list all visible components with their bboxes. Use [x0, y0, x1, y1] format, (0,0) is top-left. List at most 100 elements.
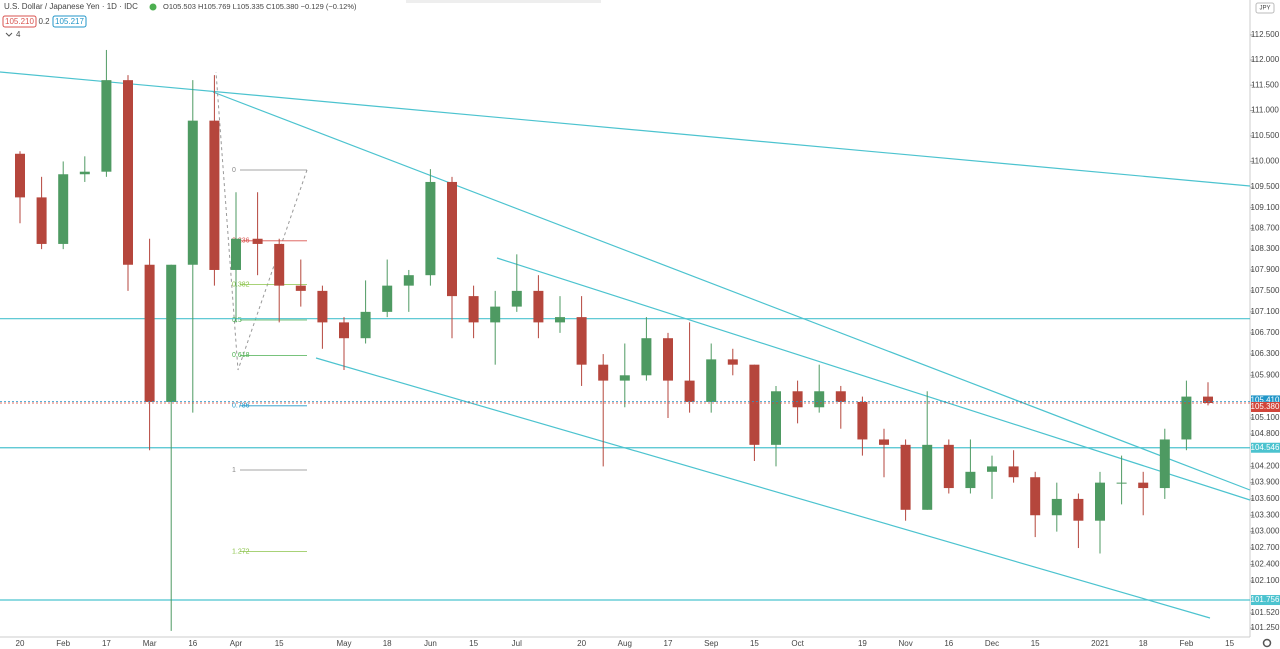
candle-body [727, 359, 738, 365]
x-tick-label: Mar [143, 639, 157, 648]
candle-body [252, 238, 263, 244]
candle-body [771, 391, 781, 445]
y-tick-label: 107.500 [1251, 286, 1280, 295]
x-tick-label: May [336, 639, 351, 648]
x-tick-label: 20 [577, 639, 586, 648]
candle-body [490, 306, 501, 323]
sell-box[interactable] [2, 15, 37, 28]
y-tick-label: 110.500 [1251, 131, 1280, 140]
candle-body [684, 380, 695, 402]
candle-body [619, 375, 630, 381]
x-tick-label: 20 [16, 639, 25, 648]
candle-body [123, 80, 133, 265]
y-tick-label: 104.800 [1251, 429, 1280, 438]
y-tick-label: 108.700 [1251, 223, 1280, 232]
candle-body [706, 359, 717, 402]
candle-body [274, 243, 285, 286]
candle-body [987, 466, 997, 472]
candle-body [1181, 396, 1192, 440]
candle-body [1073, 498, 1084, 521]
y-tick-label: 102.700 [1251, 543, 1280, 552]
x-tick-label: 15 [1225, 639, 1234, 648]
x-tick-label: 15 [1031, 639, 1040, 648]
y-tick-label: 105.900 [1251, 370, 1280, 379]
y-tick-label: 107.900 [1251, 265, 1280, 274]
candle-body [317, 290, 328, 323]
y-tick-label: 104.200 [1251, 462, 1280, 471]
y-tick-label: 110.000 [1251, 157, 1280, 166]
x-tick-label: 18 [1139, 639, 1148, 648]
y-tick-label: 101.250 [1251, 623, 1280, 632]
x-tick-label: Oct [791, 639, 804, 648]
buy-box[interactable] [52, 15, 87, 28]
candle-body [641, 338, 652, 376]
candle-body [1051, 498, 1062, 516]
price-label: 105.410 [1251, 396, 1280, 405]
currency: JPY [1259, 6, 1270, 12]
fib-label: 1.272 [232, 548, 250, 555]
candle-body [187, 120, 198, 265]
candle-body [36, 197, 47, 244]
y-tick-label: 109.500 [1251, 182, 1280, 191]
y-tick-label: 107.100 [1251, 307, 1280, 316]
y-tick-label: 112.000 [1251, 55, 1280, 64]
candle-body [468, 296, 479, 323]
settings-icon[interactable] [1262, 638, 1272, 648]
y-tick-label: 102.400 [1251, 560, 1280, 569]
fib-label: 0.5 [232, 317, 242, 324]
candle-body [209, 120, 220, 270]
x-tick-label: Feb [1180, 639, 1194, 648]
fib-label: 0.618 [232, 352, 250, 359]
candle-body [922, 444, 933, 510]
candle-body [663, 338, 673, 381]
toolbar-stub [406, 0, 601, 3]
status-dot [149, 3, 157, 11]
price-tag [1251, 402, 1280, 413]
candle-body [835, 391, 846, 402]
candle-body [403, 275, 414, 286]
fib-label: 0 [232, 167, 236, 174]
candle-body [295, 285, 306, 291]
candle-body [879, 439, 889, 445]
candle-body [339, 322, 349, 339]
candle-body [1095, 482, 1105, 521]
candle-body [814, 391, 825, 408]
level-label: 104.546 [1251, 443, 1280, 452]
fib-diagonal [215, 71, 308, 371]
candle-body [382, 285, 393, 312]
trend-line [0, 71, 1251, 187]
candle-body [943, 444, 954, 489]
y-tick-label: 103.000 [1251, 527, 1280, 536]
candle-body [231, 238, 241, 270]
price-tag [1251, 395, 1280, 406]
y-tick-label: 108.300 [1251, 244, 1280, 253]
y-tick-label: 106.300 [1251, 349, 1280, 358]
x-tick-label: 18 [383, 639, 392, 648]
indicator-count: 4 [16, 30, 21, 39]
buy-price: 105.217 [55, 17, 84, 26]
level-tag [1251, 595, 1280, 606]
level-label: 101.756 [1251, 595, 1280, 604]
trend-line [496, 257, 1251, 501]
price-label: 105.380 [1251, 402, 1280, 411]
fib-label: 1 [232, 467, 236, 474]
y-tick-label: 103.300 [1251, 510, 1280, 519]
x-tick-label: 15 [750, 639, 759, 648]
collapse-icon[interactable] [5, 32, 13, 37]
currency-box [1255, 2, 1275, 14]
x-tick-label: 17 [664, 639, 673, 648]
candle-body [447, 181, 457, 297]
candle-body [900, 444, 911, 510]
trend-line [212, 91, 1251, 491]
candle-body [511, 290, 522, 307]
y-tick-label: 109.100 [1251, 203, 1280, 212]
y-tick-label: 101.520 [1251, 608, 1280, 617]
candle-body [144, 264, 155, 402]
x-tick-label: Dec [985, 639, 999, 648]
fib-label: 0.786 [232, 403, 250, 410]
x-tick-label: Jun [424, 639, 437, 648]
symbol: U.S. Dollar / Japanese Yen · 1D · IDC [4, 2, 138, 11]
